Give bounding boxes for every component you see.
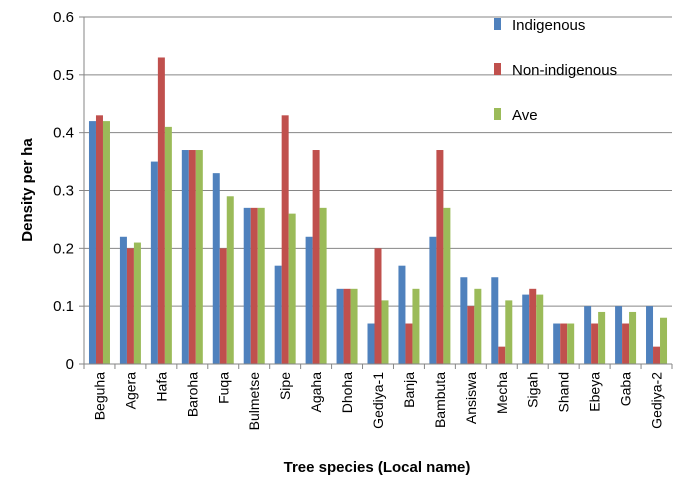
bar-ave — [505, 300, 513, 364]
bar-indigenous — [491, 277, 499, 364]
bar-ave — [288, 213, 296, 364]
bar-non-indigenous — [374, 248, 382, 364]
bar-indigenous — [243, 207, 251, 364]
x-tick-label: Beguha — [91, 372, 107, 420]
x-tick-label: Ebeya — [587, 372, 603, 412]
x-tick-label: Bulmetse — [246, 372, 262, 431]
bar-non-indigenous — [281, 115, 289, 364]
bar-indigenous — [305, 236, 313, 364]
x-tick-label: Gediya-1 — [370, 372, 386, 429]
bar-non-indigenous — [219, 248, 227, 364]
bar-indigenous — [274, 265, 282, 364]
x-tick-label: Gediya-2 — [649, 372, 665, 429]
bar-non-indigenous — [95, 115, 103, 364]
bar-non-indigenous — [188, 150, 196, 364]
x-axis-label: Tree species (Local name) — [284, 459, 471, 476]
x-tick-label: Fuqa — [215, 372, 231, 404]
bar-ave — [660, 317, 668, 364]
y-tick-label: 0.2 — [53, 240, 74, 257]
bar-non-indigenous — [622, 323, 630, 364]
x-tick-label: Dhoha — [339, 372, 355, 413]
bar-non-indigenous — [467, 306, 475, 364]
bar-ave — [381, 300, 389, 364]
x-tick-label: Agera — [122, 372, 138, 410]
bar-ave — [567, 323, 575, 364]
bar-indigenous — [522, 294, 530, 364]
legend-label: Ave — [512, 107, 538, 124]
legend-label: Non-indigenous — [512, 62, 617, 79]
x-tick-label: Sigah — [525, 372, 541, 408]
x-tick-label: Banja — [401, 372, 417, 408]
x-tick-label: Bambuta — [432, 372, 448, 428]
bar-non-indigenous — [436, 150, 444, 364]
bar-non-indigenous — [653, 346, 661, 364]
bar-indigenous — [119, 236, 127, 364]
x-tick-label: Sipe — [277, 372, 293, 400]
bar-ave — [629, 311, 637, 364]
x-tick-label: Hafa — [153, 372, 169, 402]
y-tick-label: 0.3 — [53, 183, 74, 200]
bar-non-indigenous — [126, 248, 134, 364]
bar-indigenous — [646, 306, 654, 364]
y-tick-label: 0.4 — [53, 125, 74, 142]
bar-indigenous — [336, 288, 344, 364]
y-tick-label: 0 — [66, 356, 74, 373]
bar-ave — [164, 126, 172, 364]
bar-indigenous — [181, 150, 189, 364]
bar-non-indigenous — [405, 323, 413, 364]
bar-ave — [598, 311, 606, 364]
bar-non-indigenous — [529, 288, 537, 364]
bar-ave — [536, 294, 544, 364]
bar-ave — [257, 207, 265, 364]
bar-ave — [195, 150, 203, 364]
bar-indigenous — [150, 161, 158, 364]
y-tick-label: 0.1 — [53, 298, 74, 315]
bar-non-indigenous — [498, 346, 506, 364]
y-axis-label: Density per ha — [19, 138, 36, 242]
bar-ave — [102, 121, 110, 364]
bar-indigenous — [429, 236, 437, 364]
bar-indigenous — [88, 121, 96, 364]
y-tick-label: 0.6 — [53, 9, 74, 26]
x-tick-label: Agaha — [308, 372, 324, 413]
bar-ave — [412, 288, 420, 364]
bar-indigenous — [367, 323, 375, 364]
y-tick-label: 0.5 — [53, 67, 74, 84]
x-tick-label: Ansiswa — [463, 372, 479, 424]
x-tick-label: Baroha — [184, 372, 200, 417]
bar-non-indigenous — [343, 288, 351, 364]
bar-non-indigenous — [591, 323, 599, 364]
bar-indigenous — [212, 173, 220, 364]
legend-swatch — [494, 63, 501, 75]
bar-ave — [474, 288, 482, 364]
bar-indigenous — [584, 306, 592, 364]
bar-non-indigenous — [312, 150, 320, 364]
x-tick-label: Shand — [556, 372, 572, 412]
x-tick-label: Mecha — [494, 372, 510, 414]
bar-ave — [226, 196, 234, 364]
bar-indigenous — [553, 323, 561, 364]
bar-indigenous — [398, 265, 406, 364]
bar-indigenous — [460, 277, 468, 364]
legend-swatch — [494, 108, 501, 120]
bar-ave — [443, 207, 451, 364]
x-tick-label: Gaba — [618, 372, 634, 406]
legend-label: Indigenous — [512, 17, 585, 34]
bar-ave — [133, 242, 141, 364]
bar-indigenous — [615, 306, 623, 364]
bar-ave — [350, 288, 358, 364]
legend-swatch — [494, 18, 501, 30]
bar-ave — [319, 207, 327, 364]
bar-non-indigenous — [157, 57, 165, 364]
bar-non-indigenous — [560, 323, 568, 364]
bar-non-indigenous — [250, 207, 258, 364]
